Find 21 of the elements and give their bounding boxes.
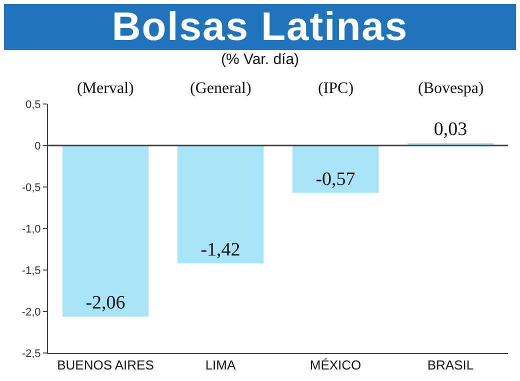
data-label: -2,06 <box>86 292 126 314</box>
text: (IPC) <box>318 80 354 97</box>
x-tick-label: BRASIL <box>427 358 474 373</box>
data-label: 0,03 <box>434 119 468 140</box>
y-tick-label: -1,0 <box>22 223 41 236</box>
y-tick-label: -2,5 <box>22 348 41 360</box>
y-tick-label: -0,5 <box>22 182 41 194</box>
y-tick-label: -2,0 <box>22 306 41 318</box>
y-tick-label: 0,5 <box>26 98 41 111</box>
data-label: -1,42 <box>200 239 240 260</box>
text: (General) <box>190 80 252 97</box>
x-tick-label: MÉXICO <box>310 358 362 373</box>
data-label: -0,57 <box>316 168 356 190</box>
text: (Bovespa) <box>418 80 484 97</box>
chart-subtitle: (% Var. día) <box>220 50 300 70</box>
y-tick-label: 0 <box>34 140 41 152</box>
chart-title: Bolsas Latinas <box>4 4 516 50</box>
x-tick-label: LIMA <box>205 358 236 373</box>
x-tick-label: BUENOS AIRES <box>57 358 154 373</box>
text: (Merval) <box>77 80 134 97</box>
y-tick-label: -1,5 <box>22 264 41 277</box>
